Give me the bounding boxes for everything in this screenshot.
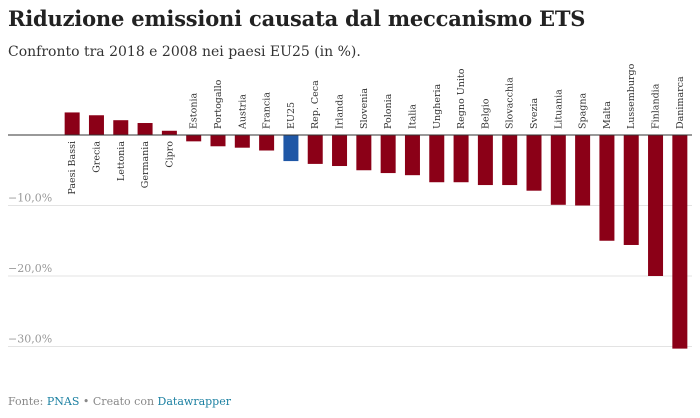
footer-separator: •	[82, 395, 90, 408]
category-label: Lussemburgo	[626, 63, 637, 129]
category-label: Francia	[262, 92, 273, 129]
category-label: Estonia	[189, 92, 200, 129]
bar-lussemburgo	[623, 135, 639, 245]
bar-regno-unito	[453, 135, 469, 183]
bar-danimarca	[672, 135, 688, 349]
bar-lituania	[550, 135, 566, 205]
category-labels: Paesi Bassi Grecia Lettonia Germania Cipro Es…	[67, 63, 686, 194]
bar-irlanda	[332, 135, 348, 167]
y-axis-ticks: −10,0% −20,0% −30,0%	[8, 192, 52, 346]
category-label: Irlanda	[335, 94, 346, 129]
source-link[interactable]: PNAS	[46, 395, 80, 408]
bar-paesi-bassi	[64, 112, 80, 135]
category-label: Ungheria	[432, 83, 443, 129]
category-label: Portogallo	[213, 79, 224, 129]
category-label: Rep. Ceca	[310, 80, 321, 129]
bar-spagna	[575, 135, 591, 206]
bar-germania	[137, 123, 153, 135]
bar-lettonia	[113, 120, 129, 135]
category-label: Lettonia	[116, 141, 127, 181]
category-label: Malta	[602, 101, 613, 129]
bar-polonia	[380, 135, 396, 174]
category-label: Germania	[140, 141, 151, 189]
bar-finlandia	[648, 135, 664, 276]
footer: Fonte: PNAS • Creato con Datawrapper	[8, 395, 231, 408]
bar-estonia	[186, 135, 202, 142]
category-label: Finlandia	[651, 83, 662, 129]
bar-rep-ceca	[307, 135, 323, 164]
category-label: Italia	[407, 104, 418, 129]
credit-label: Creato con	[92, 395, 155, 408]
bar-eu25	[283, 135, 299, 162]
category-label: Slovenia	[359, 88, 370, 129]
bar-francia	[259, 135, 275, 151]
bar-slovenia	[356, 135, 372, 171]
category-label: Danimarca	[675, 76, 686, 129]
y-tick-label: −10,0%	[8, 192, 52, 205]
category-label: Spagna	[578, 93, 589, 129]
bar-ungheria	[429, 135, 445, 183]
category-label: EU25	[286, 102, 297, 129]
category-label: Slovacchia	[505, 77, 516, 129]
y-tick-label: −20,0%	[8, 262, 52, 275]
bar-austria	[234, 135, 250, 148]
gridlines	[8, 205, 692, 347]
chart-subtitle: Confronto tra 2018 e 2008 nei paesi EU25…	[8, 44, 361, 60]
bar-grecia	[88, 115, 104, 135]
category-label: Polonia	[383, 93, 394, 129]
category-label: Paesi Bassi	[67, 141, 78, 195]
bar-portogallo	[210, 135, 226, 147]
bar-italia	[404, 135, 420, 176]
category-label: Austria	[237, 94, 248, 130]
chart-title: Riduzione emissioni causata dal meccanis…	[8, 6, 586, 31]
bar-svezia	[526, 135, 542, 191]
bar-slovacchia	[502, 135, 518, 186]
bar-cipro	[161, 130, 177, 135]
category-label: Grecia	[91, 141, 102, 173]
bars	[64, 112, 688, 349]
bar-belgio	[477, 135, 493, 186]
bar-chart: −10,0% −20,0% −30,0% Paesi Bassi Grecia Lett…	[8, 63, 692, 349]
y-tick-label: −30,0%	[8, 333, 52, 346]
category-label: Cipro	[164, 141, 175, 168]
source-label: Fonte:	[8, 395, 44, 408]
datawrapper-link[interactable]: Datawrapper	[157, 395, 231, 408]
category-label: Svezia	[529, 97, 540, 129]
category-label: Regno Unito	[456, 68, 467, 129]
category-label: Lituania	[553, 89, 564, 129]
bar-malta	[599, 135, 615, 241]
category-label: Belgio	[480, 98, 491, 129]
